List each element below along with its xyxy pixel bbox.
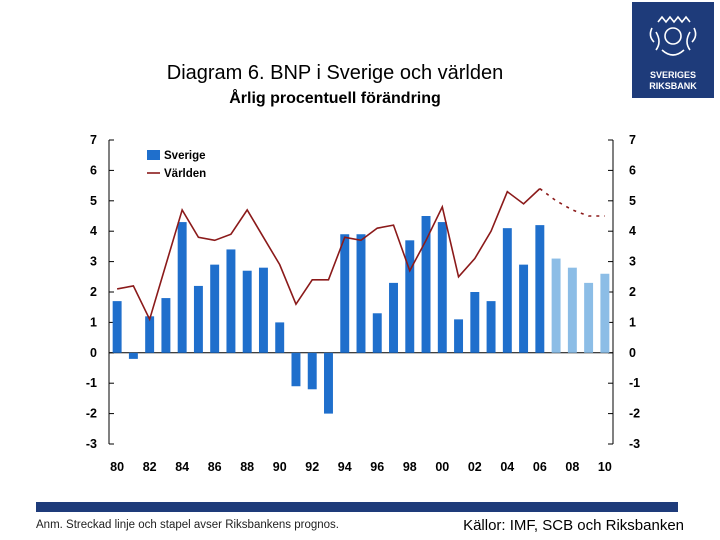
legend-label-varlden: Världen	[164, 168, 206, 180]
x-tick-label: 80	[110, 460, 124, 474]
x-tick-label: 06	[533, 460, 547, 474]
x-tick-label: 94	[338, 460, 352, 474]
bar-sverige-2010	[600, 273, 610, 353]
y-tick-label-left: 1	[90, 315, 97, 329]
y-tick-label-right: 0	[629, 346, 636, 360]
bar-sverige-1999	[421, 216, 431, 353]
bar-sverige-1990	[275, 322, 285, 353]
y-tick-label-right: 2	[629, 285, 636, 299]
y-tick-label-right: 4	[629, 224, 636, 238]
bar-sverige-1995	[356, 234, 366, 353]
bar-sverige-1998	[405, 240, 415, 353]
bar-sverige-1997	[389, 282, 398, 353]
chart-subtitle: Årlig procentuell förändring	[229, 90, 441, 107]
x-tick-label: 08	[565, 460, 579, 474]
legend-swatch-sverige	[147, 150, 160, 160]
y-tick-label-right: 7	[629, 133, 636, 147]
y-tick-label-right: -1	[629, 376, 640, 390]
y-tick-label-left: 0	[90, 346, 97, 360]
y-tick-label-right: 1	[629, 315, 636, 329]
bar-sverige-1996	[372, 313, 382, 353]
x-tick-label: 96	[370, 460, 384, 474]
bar-sverige-1980	[112, 301, 122, 353]
y-tick-label-left: 5	[90, 194, 97, 208]
bar-sverige-2001	[454, 319, 464, 353]
bar-sverige-1981	[128, 352, 138, 359]
line-varlden-forecast	[539, 187, 605, 217]
x-tick-label: 88	[240, 460, 254, 474]
logo-text-line2: RIKSBANK	[649, 81, 697, 91]
footer-bar	[36, 502, 678, 512]
x-tick-label: 92	[305, 460, 319, 474]
x-tick-label: 90	[273, 460, 287, 474]
bar-sverige-1985	[193, 285, 203, 353]
bar-sverige-1984	[177, 222, 187, 353]
bar-sverige-1987	[226, 249, 236, 353]
footnote: Anm. Streckad linje och stapel avser Rik…	[36, 519, 339, 531]
y-tick-label-right: -3	[629, 437, 640, 451]
chart-title: Diagram 6. BNP i Sverige och världen	[166, 62, 504, 84]
x-tick-label: 02	[468, 460, 482, 474]
line-varlden	[116, 188, 541, 322]
bar-sverige-1983	[161, 298, 171, 353]
x-tick-label: 04	[500, 460, 514, 474]
logo-text-line1: SVERIGES	[650, 70, 696, 80]
bar-sverige-2006	[535, 225, 545, 353]
y-tick-label-left: -3	[86, 437, 97, 451]
x-tick-label: 10	[598, 460, 612, 474]
bar-sverige-2007	[551, 258, 561, 353]
bar-sverige-1992	[307, 352, 317, 390]
y-tick-label-right: 3	[629, 255, 636, 269]
x-tick-label: 00	[435, 460, 449, 474]
x-tick-label: 84	[175, 460, 189, 474]
bar-sverige-1982	[145, 316, 155, 353]
bar-sverige-2002	[470, 292, 480, 353]
bar-sverige-1989	[258, 267, 268, 353]
x-tick-label: 98	[403, 460, 417, 474]
bar-sverige-2008	[567, 267, 577, 353]
bar-sverige-1988	[242, 270, 252, 353]
y-tick-label-left: -1	[86, 376, 97, 390]
bar-sverige-2000	[437, 222, 447, 353]
y-tick-label-right: -2	[629, 407, 640, 421]
sources: Källor: IMF, SCB och Riksbanken	[463, 517, 684, 534]
y-tick-label-left: 3	[90, 255, 97, 269]
y-tick-label-right: 5	[629, 194, 636, 208]
y-tick-label-left: 6	[90, 163, 97, 177]
crown-crest-icon	[649, 15, 697, 56]
bar-sverige-1994	[340, 234, 350, 353]
y-tick-label-left: 7	[90, 133, 97, 147]
bar-sverige-2005	[519, 264, 529, 353]
y-tick-label-left: 4	[90, 224, 97, 238]
plot-area: 7 76 65 54 43 32 21 10 0-1 -1-2 -2-3 -380 82 84 86 88 90…	[86, 133, 640, 474]
legend-label-sverige: Sverige	[164, 150, 206, 162]
y-tick-label-left: 2	[90, 285, 97, 299]
x-tick-label: 86	[208, 460, 222, 474]
y-tick-label-left: -2	[86, 407, 97, 421]
bar-sverige-1993	[324, 352, 333, 414]
bar-sverige-2004	[502, 228, 512, 353]
x-tick-label: 82	[143, 460, 157, 474]
bar-sverige-2003	[486, 301, 496, 353]
riksbank-logo: SVERIGES RIKSBANK	[632, 2, 714, 98]
bar-sverige-1991	[291, 352, 301, 387]
bar-sverige-1986	[210, 264, 220, 353]
bar-sverige-2009	[584, 282, 594, 353]
y-tick-label-right: 6	[629, 163, 636, 177]
